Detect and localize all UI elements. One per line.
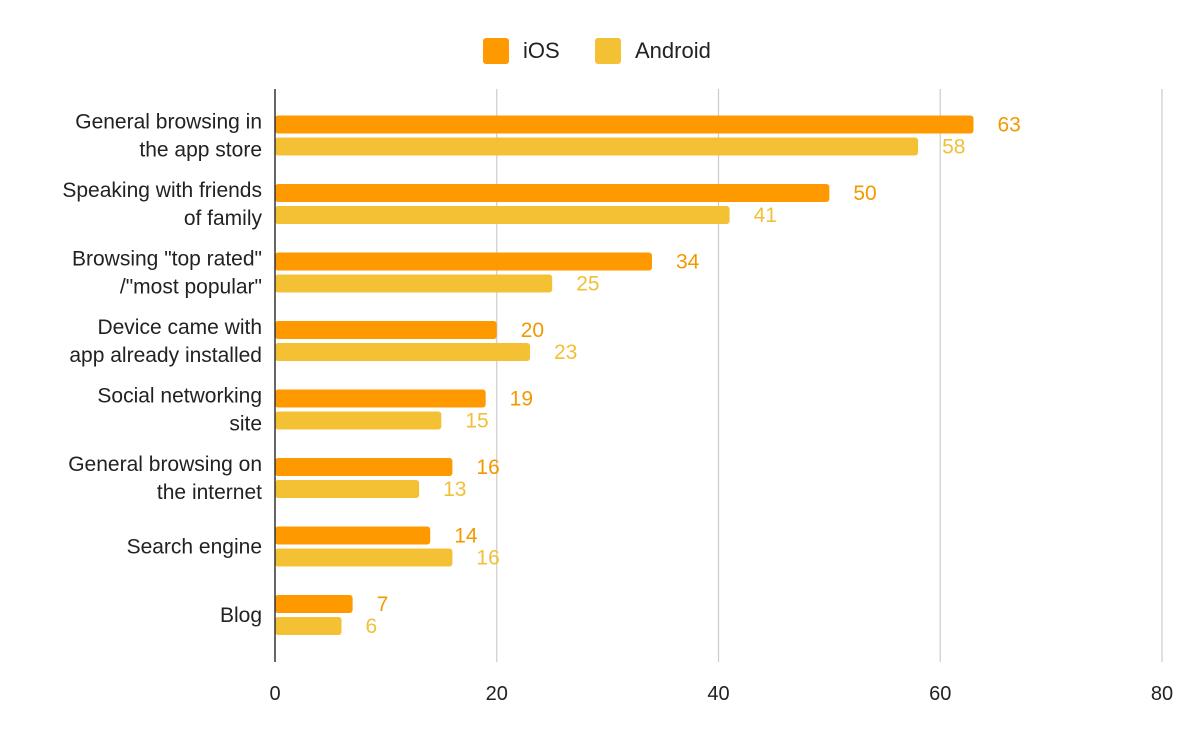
bar-ios (275, 252, 652, 271)
data-label-android: 16 (476, 547, 499, 570)
data-label-ios: 19 (510, 388, 533, 411)
category-label: General browsing on (68, 453, 262, 476)
category-label: /"most popular" (120, 276, 262, 299)
x-tick-label: 40 (707, 683, 729, 705)
x-tick-label: 80 (1151, 683, 1173, 705)
category-label: General browsing in (75, 111, 262, 134)
x-tick-label: 0 (269, 683, 280, 705)
bar-ios (275, 389, 486, 408)
bar-android (275, 617, 342, 635)
data-label-ios: 50 (853, 182, 876, 205)
data-label-android: 13 (443, 478, 466, 501)
category-label: the internet (157, 481, 262, 504)
data-label-ios: 34 (676, 251, 700, 274)
data-label-android: 25 (576, 273, 599, 296)
category-label: the app store (139, 139, 262, 162)
data-label-ios: 63 (998, 114, 1021, 137)
category-label: app already installed (69, 344, 262, 367)
bar-android (275, 274, 553, 293)
data-label-android: 23 (554, 341, 577, 364)
legend-label-ios: iOS (523, 38, 560, 63)
data-label-android: 15 (465, 410, 488, 433)
data-label-android: 41 (754, 204, 777, 227)
bar-android (275, 411, 442, 430)
bar-android (275, 206, 730, 224)
category-label: site (229, 413, 262, 436)
data-label-android: 58 (942, 136, 965, 159)
data-label-ios: 20 (521, 319, 544, 342)
category-label: Search engine (127, 536, 262, 559)
category-label: Blog (220, 604, 262, 627)
legend-swatch-android (595, 38, 621, 64)
category-label: Device came with (97, 316, 262, 339)
bar-ios (275, 526, 431, 545)
bar-android (275, 548, 453, 567)
legend-label-android: Android (635, 38, 711, 63)
data-label-ios: 16 (476, 456, 499, 479)
bar-ios (275, 595, 353, 613)
bar-ios (275, 184, 830, 202)
data-label-ios: 14 (454, 525, 478, 548)
x-tick-label: 60 (929, 683, 951, 705)
legend-item-android[interactable]: Android (595, 36, 711, 66)
category-label: Social networking (97, 385, 262, 408)
legend-item-ios[interactable]: iOS (483, 36, 560, 66)
bar-ios (275, 458, 453, 476)
category-label: Speaking with friends (62, 179, 262, 202)
data-label-ios: 7 (377, 593, 389, 616)
x-tick-label: 20 (486, 683, 508, 705)
bar-ios (275, 321, 497, 339)
category-label: of family (184, 207, 263, 230)
category-label: Browsing "top rated" (72, 248, 262, 271)
bar-android (275, 480, 420, 498)
data-label-android: 6 (366, 615, 378, 638)
bar-android (275, 343, 531, 361)
bar-android (275, 137, 919, 156)
legend-swatch-ios (483, 38, 509, 64)
bar-ios (275, 115, 974, 134)
legend: iOS Android (0, 36, 1200, 66)
